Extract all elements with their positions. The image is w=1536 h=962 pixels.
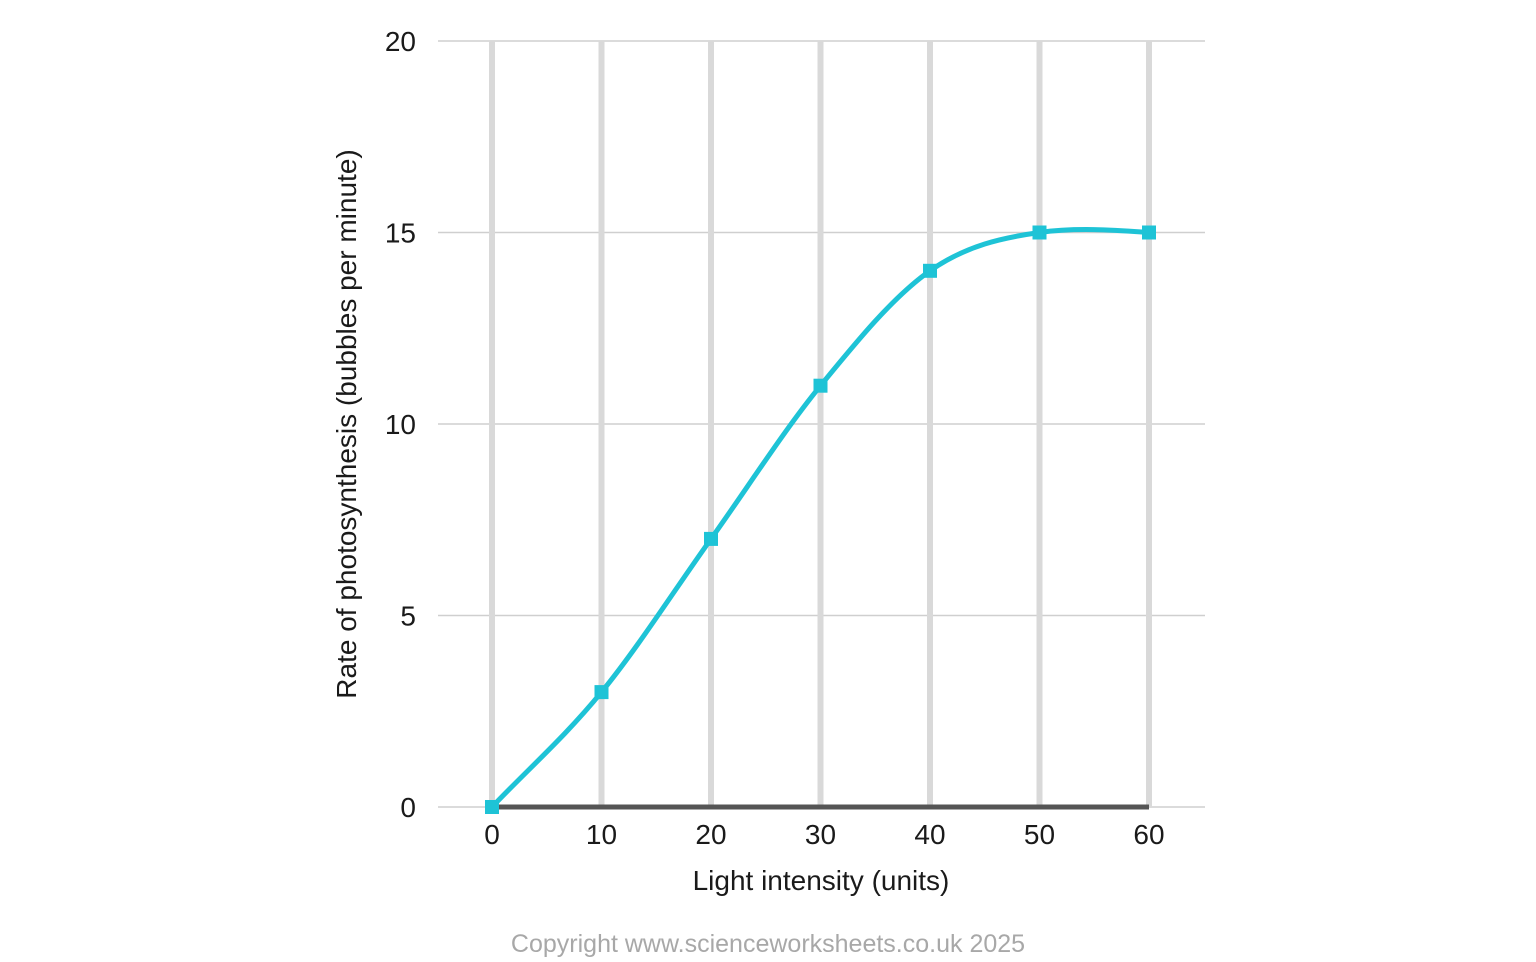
x-axis-ticks: 0 10 20 30 40 50 60 [484,819,1164,850]
x-tick-label: 20 [695,819,726,850]
x-tick-label: 10 [586,819,617,850]
vertical-gridlines [489,41,1152,807]
data-point [594,685,609,700]
x-axis-title: Light intensity (units) [693,865,950,896]
y-tick-label: 0 [400,792,416,823]
data-point [1142,225,1156,240]
x-tick-label: 40 [914,819,945,850]
x-tick-label: 30 [805,819,836,850]
data-point [1032,225,1047,240]
x-tick-label: 0 [484,819,500,850]
y-tick-label: 5 [400,601,416,632]
x-tick-label: 50 [1024,819,1055,850]
x-tick-label: 60 [1133,819,1164,850]
data-point-markers [485,225,1156,814]
y-tick-label: 20 [385,26,416,57]
data-point [923,263,937,278]
y-tick-label: 15 [385,218,416,249]
data-point [485,800,499,814]
y-tick-label: 10 [385,409,416,440]
data-point [704,531,718,546]
copyright-footer: Copyright www.scienceworksheets.co.uk 20… [510,930,1026,958]
y-axis-title: Rate of photosynthesis (bubbles per minu… [331,149,362,698]
data-point [813,378,828,393]
y-axis-ticks: 0 5 10 15 20 [385,26,416,823]
